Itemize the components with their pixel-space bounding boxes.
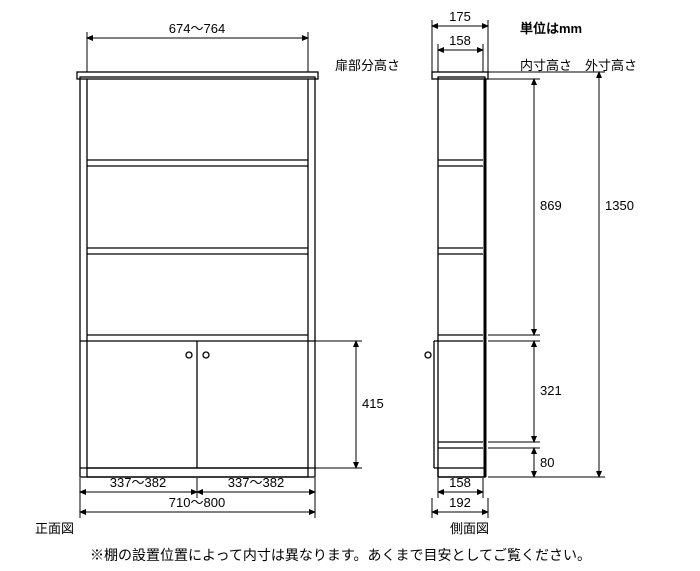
front-view: 674～764 415 337～382 337～382 710～800: [77, 21, 384, 518]
dim-top-depth-outer: 175: [449, 9, 471, 24]
dim-outer-height: 1350: [605, 198, 634, 213]
dim-inner-height: 869: [540, 198, 562, 213]
footnote: ※棚の設置位置によって内寸は異なります。あくまで目安としてご覧ください。: [90, 547, 591, 563]
dim-base-height: 80: [540, 455, 554, 470]
technical-drawing: 674～764 415 337～382 337～382 710～800 扉部分高…: [0, 0, 700, 571]
side-view: 175 158 869 321 80 1350 158: [425, 9, 634, 518]
inner-height-label: 内寸高さ: [520, 58, 572, 73]
unit-label: 単位はmm: [520, 21, 582, 36]
dim-door-right: 337～382: [228, 475, 284, 490]
dim-bottom-outer: 192: [449, 495, 471, 510]
side-view-title: 側面図: [450, 521, 489, 536]
dim-door-section: 321: [540, 383, 562, 398]
dim-top-width: 674～764: [169, 21, 225, 36]
dim-total-width: 710～800: [169, 495, 225, 510]
front-view-title: 正面図: [35, 521, 74, 536]
dim-bottom-inner: 158: [449, 475, 471, 490]
outer-height-label: 外寸高さ: [585, 58, 637, 73]
dim-door-left: 337～382: [110, 475, 166, 490]
dim-top-depth-inner: 158: [449, 33, 471, 48]
door-height-label: 扉部分高さ: [335, 58, 400, 73]
dim-door-height: 415: [362, 396, 384, 411]
